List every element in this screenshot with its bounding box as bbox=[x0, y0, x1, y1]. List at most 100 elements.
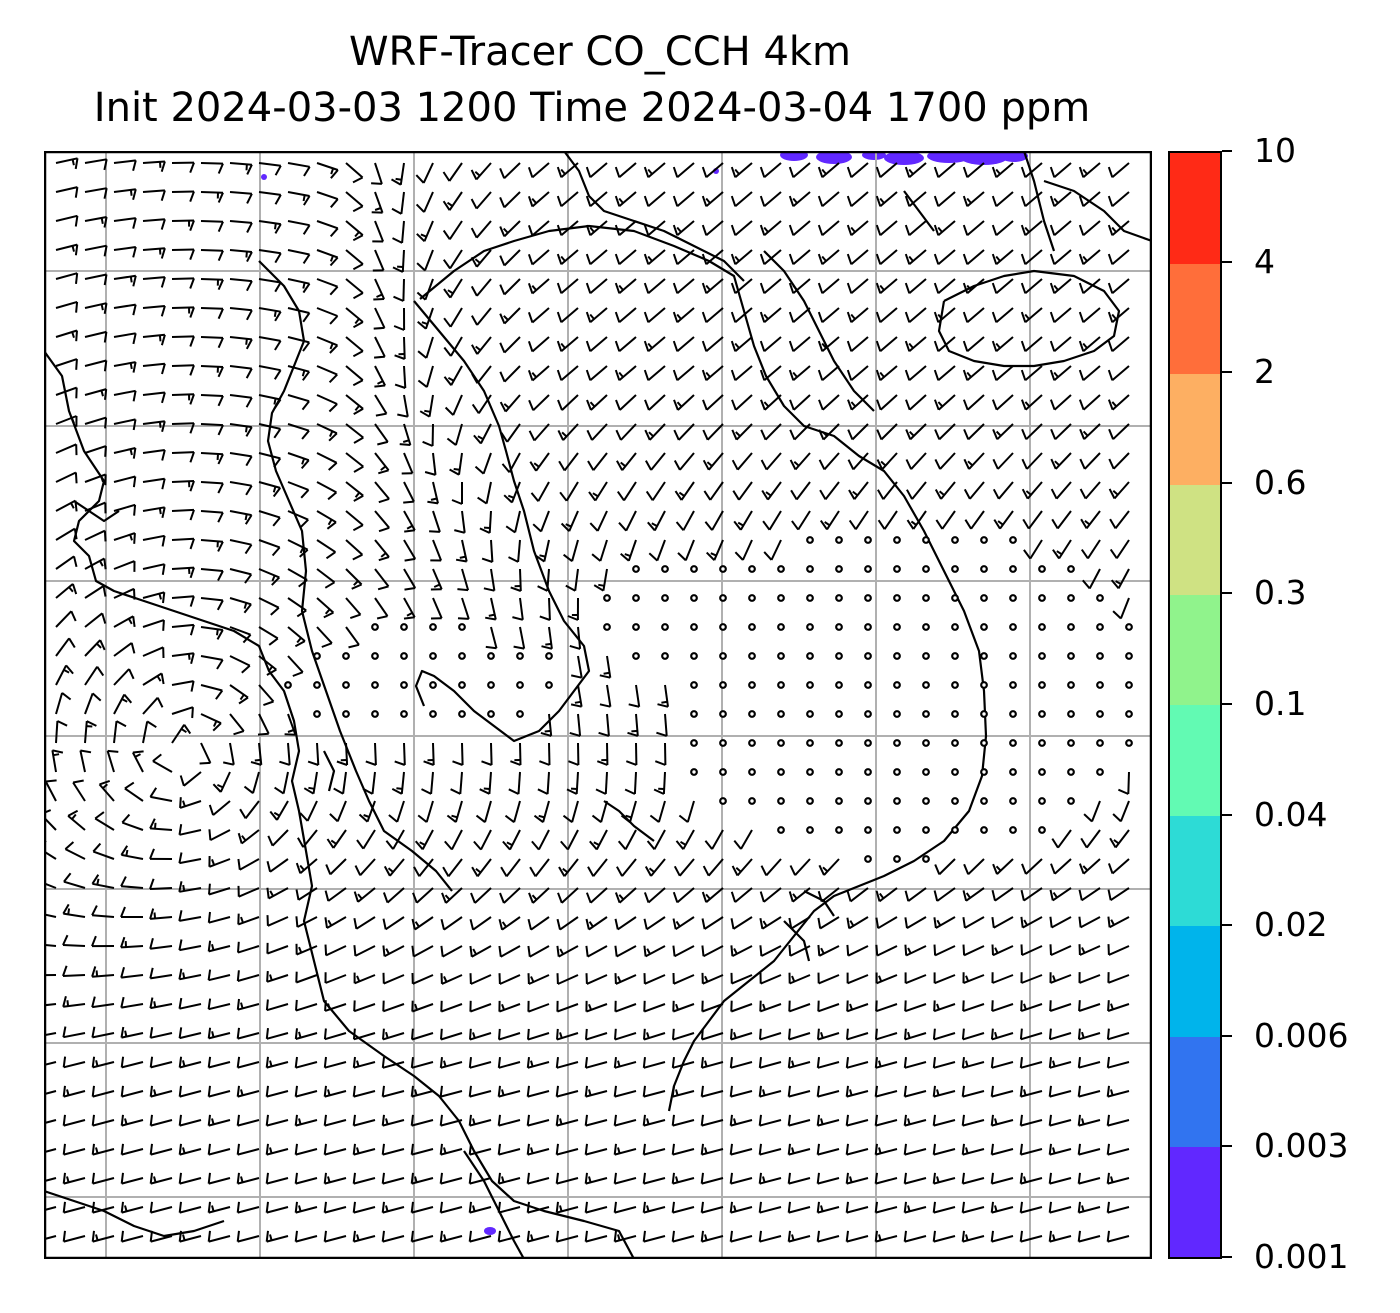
calm-wind-marker bbox=[400, 652, 408, 660]
wind-barb bbox=[643, 887, 666, 904]
wind-barb bbox=[62, 1085, 86, 1098]
wind-barb bbox=[55, 583, 78, 599]
wind-barb bbox=[441, 887, 463, 904]
calm-wind-marker bbox=[1067, 652, 1075, 660]
calm-wind-marker bbox=[922, 565, 930, 573]
calm-wind-marker bbox=[835, 768, 843, 776]
wind-barb bbox=[1049, 307, 1072, 324]
wind-barb bbox=[450, 771, 463, 795]
wind-barb bbox=[294, 1114, 318, 1127]
wind-barb bbox=[904, 972, 927, 985]
wind-barb bbox=[875, 162, 898, 179]
colorbar-tick bbox=[1222, 371, 1232, 374]
calm-wind-marker bbox=[342, 710, 350, 718]
wind-barb bbox=[875, 887, 898, 903]
wind-barb bbox=[149, 938, 173, 950]
wind-barb bbox=[846, 278, 869, 295]
wind-barb bbox=[499, 336, 521, 354]
wind-barb bbox=[1019, 1114, 1043, 1127]
wind-barb bbox=[345, 249, 364, 271]
wind-barb bbox=[933, 365, 956, 382]
wind-barb bbox=[589, 829, 608, 851]
wind-barb bbox=[1107, 278, 1130, 295]
tracer-patch bbox=[960, 151, 1008, 165]
calm-wind-marker bbox=[603, 623, 611, 631]
wind-barb bbox=[1106, 1085, 1130, 1098]
calm-wind-marker bbox=[661, 623, 669, 631]
wind-barb bbox=[556, 249, 579, 266]
calm-wind-marker bbox=[1067, 797, 1075, 805]
wind-barb bbox=[904, 220, 927, 237]
wind-barb bbox=[762, 510, 782, 531]
wind-barb bbox=[788, 336, 811, 353]
wind-barb bbox=[113, 188, 137, 200]
wind-barb bbox=[527, 945, 550, 958]
wind-barb bbox=[963, 481, 985, 500]
wind-barb bbox=[904, 887, 927, 902]
wind-barb bbox=[585, 336, 608, 353]
wind-barb bbox=[391, 191, 405, 215]
wind-barb bbox=[316, 539, 336, 560]
wind-barb bbox=[229, 597, 252, 614]
wind-barb bbox=[352, 1143, 376, 1156]
wind-barb bbox=[932, 1201, 956, 1214]
calm-wind-marker bbox=[835, 681, 843, 689]
wind-barb bbox=[758, 1085, 782, 1098]
wind-barb bbox=[963, 858, 985, 876]
wind-barb bbox=[142, 305, 166, 317]
wind-barb bbox=[1078, 972, 1101, 984]
wind-barb bbox=[469, 916, 492, 931]
wind-barb bbox=[1107, 220, 1130, 237]
wind-barb bbox=[584, 1230, 608, 1243]
wind-barb bbox=[596, 742, 609, 766]
wind-barb bbox=[423, 742, 435, 766]
wind-barb bbox=[729, 1201, 753, 1214]
wind-barb bbox=[324, 916, 347, 929]
wind-barb bbox=[556, 1028, 579, 1041]
wind-barb bbox=[730, 162, 753, 179]
wind-barb bbox=[284, 713, 297, 736]
wind-barb bbox=[362, 771, 376, 795]
calm-wind-marker bbox=[661, 594, 669, 602]
wind-barb bbox=[1049, 249, 1072, 266]
map-title-line2: Init 2024-03-03 1200 Time 2024-03-04 170… bbox=[93, 85, 1091, 131]
wind-barb bbox=[439, 1056, 463, 1069]
wind-barb bbox=[200, 655, 224, 670]
wind-barb bbox=[1021, 452, 1043, 470]
wind-barb bbox=[1079, 452, 1101, 470]
wind-barb bbox=[961, 1172, 985, 1185]
wind-barb bbox=[906, 510, 927, 530]
wind-barb bbox=[417, 365, 434, 388]
wind-barb bbox=[470, 278, 492, 297]
wind-barb bbox=[672, 191, 695, 208]
calm-wind-marker bbox=[864, 855, 872, 863]
wind-barb bbox=[258, 423, 282, 439]
wind-barb bbox=[294, 1230, 318, 1243]
wind-barb bbox=[1049, 887, 1072, 902]
wind-barb bbox=[759, 1000, 782, 1013]
wind-barb bbox=[847, 423, 869, 441]
wind-barb bbox=[84, 388, 108, 400]
wind-barb bbox=[345, 568, 363, 590]
wind-barb bbox=[642, 1056, 666, 1069]
wind-barb bbox=[672, 887, 695, 904]
wind-barb bbox=[199, 742, 212, 765]
wind-barb bbox=[419, 394, 434, 418]
wind-barb bbox=[178, 1085, 202, 1098]
wind-barb bbox=[200, 568, 224, 582]
wind-barb bbox=[353, 972, 376, 985]
wind-barb bbox=[934, 452, 956, 470]
wind-barb bbox=[443, 278, 463, 299]
wind-barb bbox=[556, 336, 579, 353]
wind-barb bbox=[236, 1143, 260, 1156]
wind-barb bbox=[265, 1027, 289, 1040]
wind-barb bbox=[672, 972, 695, 985]
wind-barb bbox=[992, 858, 1014, 875]
wind-barb bbox=[316, 307, 339, 325]
wind-barb bbox=[91, 935, 115, 948]
wind-barb bbox=[250, 742, 263, 766]
wind-barb bbox=[526, 1114, 550, 1127]
wind-barb bbox=[904, 278, 927, 295]
wind-barb bbox=[84, 473, 107, 486]
wind-barb bbox=[382, 945, 405, 958]
